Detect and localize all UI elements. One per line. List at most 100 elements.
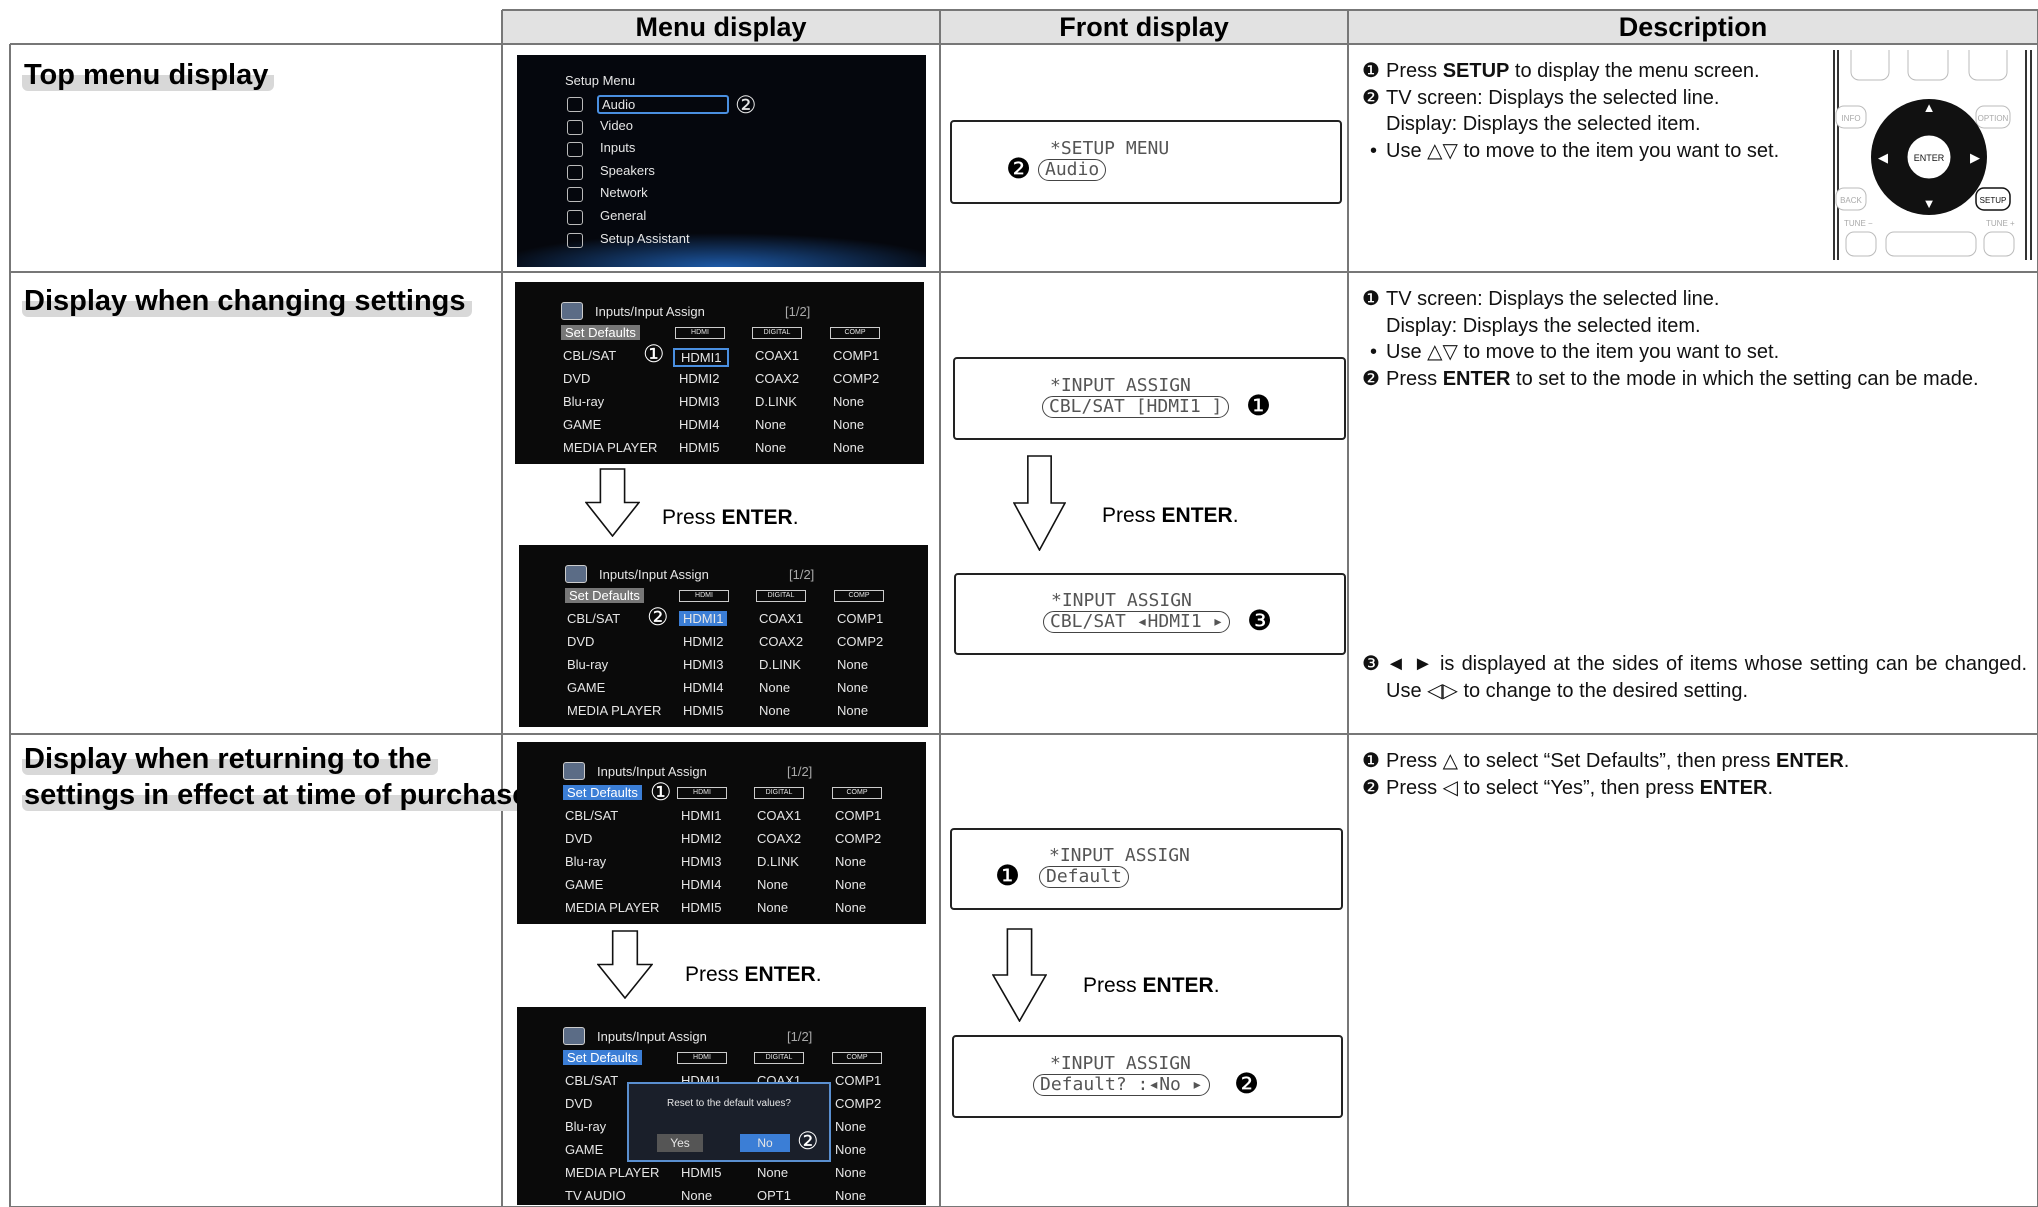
cell: HDMI3 <box>681 854 722 869</box>
dpad-arrow: ▼ <box>1923 196 1936 211</box>
dpad-arrow: ◀ <box>1878 150 1888 165</box>
cell: Blu-ray <box>565 1119 607 1134</box>
cell: COAX1 <box>757 808 802 823</box>
front-display: *INPUT ASSIGN Default? :◂No ▸ ❷ <box>952 1035 1343 1118</box>
cell: None <box>755 417 787 432</box>
marker: ② <box>735 92 757 119</box>
text-run: ENTER <box>1775 750 1844 772</box>
cell: COMP2 <box>835 831 882 846</box>
set-defaults: Set Defaults <box>563 785 642 800</box>
text-run: Press <box>685 963 745 986</box>
dpad-arrow: ▲ <box>1923 100 1936 115</box>
icon <box>563 762 585 780</box>
cell: None <box>759 680 791 695</box>
text-run: TV screen: Displays the selected line. <box>1386 86 1720 109</box>
text-run: Press <box>1386 367 1443 390</box>
description-item: ❶ Press SETUP to display the menu screen. <box>1362 58 1820 85</box>
arrow-caption: Press ENTER. <box>662 506 799 530</box>
text-run: ENTER <box>721 506 793 529</box>
dialog-text: Reset to the default values? <box>667 1098 791 1109</box>
cell: None <box>835 1119 867 1134</box>
cell: GAME <box>565 1142 604 1157</box>
description-item: ❶ Press △ to select “Set Defaults”, then … <box>1362 748 2027 775</box>
front-display: *INPUT ASSIGN CBL/SAT ◂HDMI1 ▸ ❸ <box>954 573 1346 655</box>
cell: None <box>755 440 787 455</box>
cell: COMP1 <box>833 348 880 363</box>
cell: HDMI4 <box>683 680 724 695</box>
key <box>1835 105 1867 129</box>
column-tag: HDMI <box>675 327 725 339</box>
text-run: ENTER <box>744 963 816 986</box>
menu-item: Inputs <box>600 140 636 156</box>
cell: None <box>681 1188 713 1203</box>
row-rule <box>10 733 2038 735</box>
page-num: [1/2] <box>789 567 815 582</box>
menu-icon <box>567 119 583 135</box>
item-marker: ❷ <box>1362 86 1380 109</box>
arrow-caption: Press ENTER. <box>1102 504 1239 528</box>
set-defaults: Set Defaults <box>563 1050 642 1065</box>
cell: HDMI2 <box>681 831 722 846</box>
column-tag: DIGITAL <box>754 787 804 799</box>
lcd-line: *INPUT ASSIGN <box>1049 845 1190 866</box>
key-label: SETUP <box>1980 196 2007 205</box>
cell: HDMI5 <box>681 1165 722 1180</box>
text-run: Press <box>1386 60 1443 82</box>
menu-item: Setup Assistant <box>600 230 690 246</box>
item-marker: • <box>1370 139 1378 162</box>
description-item: ❶ TV screen: Displays the selected line. <box>1362 286 2027 313</box>
cell: COAX2 <box>757 831 802 846</box>
row-rule <box>10 43 2038 45</box>
menu-item: Video <box>600 117 634 133</box>
column-header: Menu display <box>635 12 807 42</box>
cell: GAME <box>567 680 606 695</box>
key-label: TUNE − <box>1844 219 1873 228</box>
cell: CBL/SAT <box>563 348 617 363</box>
title-text: Top menu display <box>22 59 275 91</box>
description: ❸ ◄ ► is displayed at the sides of items … <box>1362 651 2027 704</box>
cell: HDMI5 <box>681 900 722 915</box>
cell: COMP1 <box>835 1073 882 1088</box>
arrow-caption: Press ENTER. <box>1083 974 1220 998</box>
cell: COAX2 <box>759 634 804 649</box>
key <box>1845 231 1877 257</box>
menu-icon <box>567 164 583 180</box>
text-run: Press <box>662 506 722 529</box>
cell: DVD <box>565 831 593 846</box>
screen-title: Inputs/Input Assign <box>599 567 709 582</box>
dpad-arrow: ▶ <box>1970 150 1980 165</box>
cell: None <box>835 900 867 915</box>
tv-screen: Inputs/Input Assign [1/2] Set Defaults HDMI… <box>517 742 926 924</box>
key <box>1968 50 2008 81</box>
item-marker: ❶ <box>1362 750 1380 772</box>
arrow-shape <box>992 928 1047 1022</box>
title-line: settings in effect at time of purchase <box>22 778 535 812</box>
key <box>1835 187 1867 211</box>
cell: COAX1 <box>755 348 800 363</box>
header-band <box>502 10 2038 44</box>
column-tag: COMP <box>832 1052 882 1064</box>
lcd-line: *INPUT ASSIGN <box>1050 1052 1191 1074</box>
menu-icon <box>567 187 583 203</box>
text-run: SETUP <box>1442 60 1510 82</box>
title-line: Display when changing settings <box>22 284 472 318</box>
menu-title: Setup Menu <box>565 73 636 88</box>
cell: COMP2 <box>835 1096 882 1111</box>
text-run: Press ◁ to select “Yes”, then press <box>1386 776 1700 799</box>
cell: HDMI3 <box>683 657 724 672</box>
row-rule <box>10 271 2038 273</box>
down-arrow <box>992 928 1047 1022</box>
cell: COAX2 <box>755 371 800 386</box>
key <box>1975 105 2011 129</box>
description-item: Display: Displays the selected item. <box>1362 111 1820 138</box>
text-run: Display: Displays the selected item. <box>1386 113 1701 135</box>
menu-icon <box>567 97 583 112</box>
text-run: to display the menu screen. <box>1509 60 1760 82</box>
item-marker: ❶ <box>1362 60 1380 82</box>
cell: COMP2 <box>833 371 880 386</box>
icon <box>563 1027 585 1045</box>
key <box>1983 231 2015 257</box>
text-run: ENTER <box>1442 367 1511 390</box>
arrow-caption: Press ENTER. <box>685 963 822 987</box>
column-tag: COMP <box>830 327 880 339</box>
